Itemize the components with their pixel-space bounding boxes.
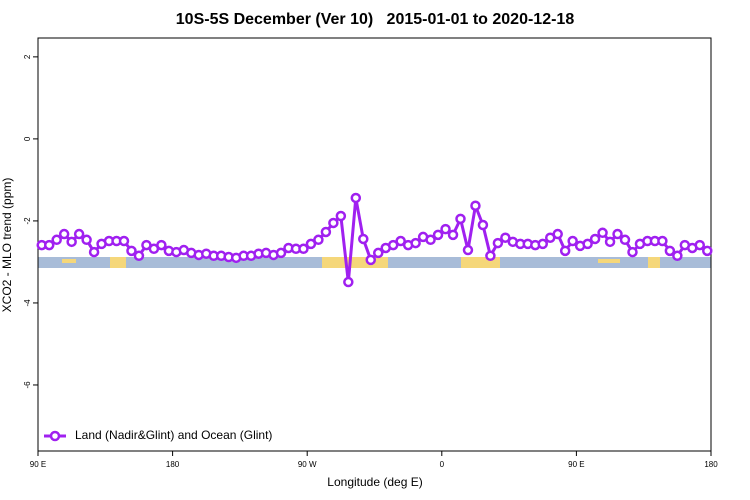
x-tick-label: 180	[704, 460, 718, 469]
x-axis-label: Longitude (deg E)	[327, 475, 422, 489]
point	[492, 237, 504, 249]
point	[582, 238, 593, 250]
x-tick-label: 0	[440, 460, 445, 469]
point	[694, 239, 706, 251]
point	[51, 234, 62, 246]
point	[126, 245, 137, 257]
point	[305, 238, 317, 250]
point	[537, 238, 548, 250]
point	[66, 236, 77, 248]
point	[470, 200, 481, 211]
chart-title: 10S-5S December (Ver 10) 2015-01-01 to 2…	[176, 11, 575, 28]
point	[335, 210, 347, 222]
point	[328, 217, 339, 229]
land-strip	[461, 257, 500, 268]
point	[350, 192, 362, 204]
point	[410, 237, 421, 249]
point	[462, 244, 474, 256]
point	[81, 234, 92, 246]
point	[612, 228, 623, 240]
x-tick-label: 90 E	[568, 460, 584, 469]
point	[672, 250, 683, 262]
point	[58, 228, 70, 240]
x-tick-label: 90 W	[298, 460, 317, 469]
land-strip	[322, 257, 388, 268]
point	[88, 246, 100, 258]
y-tick-label: -4	[23, 299, 32, 307]
point	[440, 223, 451, 235]
point	[477, 219, 489, 231]
point	[604, 236, 616, 248]
point	[552, 228, 563, 240]
point	[275, 247, 287, 259]
x-tick-label: 180	[166, 460, 180, 469]
point	[657, 235, 668, 247]
point	[313, 234, 324, 246]
land-strip	[62, 259, 76, 263]
point	[156, 239, 167, 251]
point	[343, 276, 354, 288]
y-tick-label: -2	[23, 217, 32, 225]
point	[447, 229, 459, 241]
point	[118, 235, 130, 247]
point	[365, 254, 377, 266]
x-tick-label: 90 E	[30, 460, 46, 469]
point	[298, 243, 309, 255]
point	[567, 235, 578, 247]
point	[702, 245, 713, 257]
point	[73, 228, 85, 240]
point	[589, 233, 601, 245]
point	[627, 246, 638, 258]
point	[395, 235, 406, 247]
point	[432, 229, 444, 241]
point	[320, 226, 332, 238]
y-tick-label: 0	[23, 136, 32, 141]
legend-marker	[49, 430, 61, 442]
point	[455, 213, 466, 225]
point	[425, 234, 436, 246]
point	[43, 239, 55, 251]
point	[559, 245, 571, 257]
y-axis-label: XCO2 - MLO trend (ppm)	[0, 178, 14, 313]
y-tick-label: -6	[23, 381, 32, 389]
point	[500, 232, 511, 243]
land-strip	[598, 259, 620, 263]
point	[133, 250, 145, 262]
point	[358, 233, 369, 245]
point	[664, 245, 676, 257]
land-strip	[648, 257, 660, 268]
point	[597, 227, 608, 239]
point	[485, 250, 496, 262]
point	[372, 247, 384, 259]
point	[619, 234, 631, 246]
point	[387, 239, 399, 251]
land-strip	[110, 257, 126, 268]
y-tick-label: 2	[23, 54, 32, 59]
legend-label: Land (Nadir&Glint) and Ocean (Glint)	[75, 428, 272, 442]
